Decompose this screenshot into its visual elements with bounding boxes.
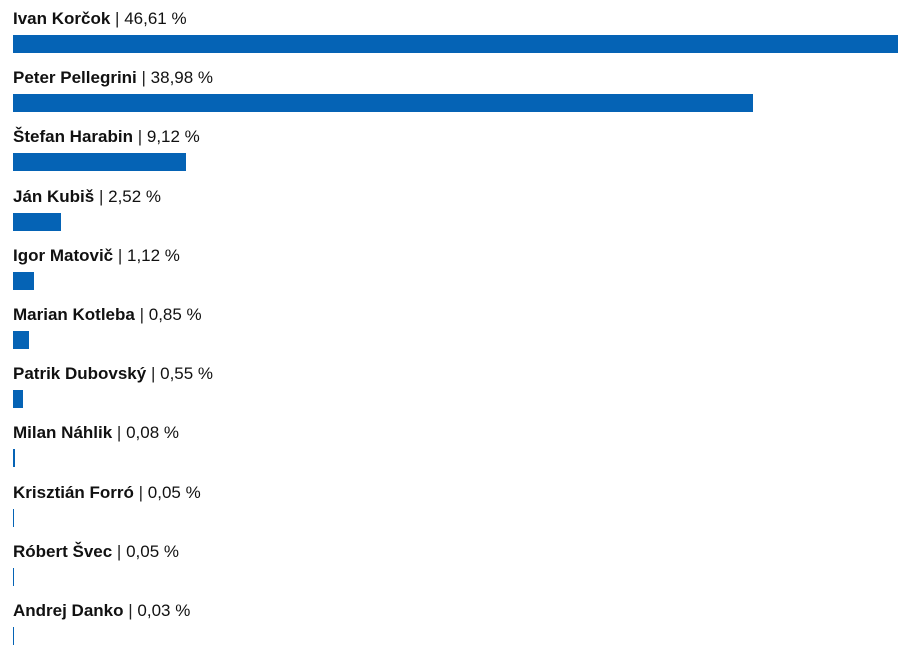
value-label: 2,52 % <box>108 186 162 206</box>
bar-row: Ivan Korčok | 46,61 % <box>13 8 898 67</box>
bar <box>13 626 14 645</box>
bar-chart: Ivan Korčok | 46,61 % Peter Pellegrini | … <box>13 8 898 659</box>
bar-row: Patrik Dubovský | 0,55 % <box>13 363 898 422</box>
bar <box>13 330 30 349</box>
candidate-name: Ján Kubiš <box>13 186 95 206</box>
bar <box>13 212 61 231</box>
bar-label: Milan Náhlik | 0,08 % <box>13 422 898 446</box>
candidate-name: Igor Matovič <box>13 245 114 265</box>
value-label: 1,12 % <box>127 245 180 265</box>
bar-label: Peter Pellegrini | 38,98 % <box>13 67 898 91</box>
candidate-name: Peter Pellegrini <box>13 68 137 88</box>
bar-label: Patrik Dubovský | 0,55 % <box>13 363 898 387</box>
value-label: 38,98 % <box>150 68 214 88</box>
value-label: 0,08 % <box>126 423 179 443</box>
candidate-name: Patrik Dubovský <box>13 364 147 384</box>
candidate-name: Marian Kotleba <box>13 304 135 324</box>
value-label: 0,05 % <box>126 541 180 561</box>
bar-row: Igor Matovič | 1,12 % <box>13 245 898 304</box>
bar <box>13 94 754 113</box>
label-separator: | <box>110 9 125 28</box>
bar <box>13 153 187 172</box>
value-label: 0,55 % <box>160 364 214 384</box>
bar-label: Štefan Harabin | 9,12 % <box>13 126 898 150</box>
label-separator: | <box>94 186 109 206</box>
label-separator: | <box>136 68 151 88</box>
bar-row: Štefan Harabin | 9,12 % <box>13 126 898 185</box>
bar-row: Milan Náhlik | 0,08 % <box>13 422 898 481</box>
bar-row: Peter Pellegrini | 38,98 % <box>13 67 898 126</box>
bar-label: Marian Kotleba | 0,85 % <box>13 304 898 328</box>
bar-row: Róbert Švec | 0,05 % <box>13 541 898 600</box>
label-separator: | <box>112 423 127 443</box>
label-separator: | <box>133 482 148 502</box>
bar-row: Andrej Danko | 0,03 % <box>13 600 898 659</box>
bar-row: Ján Kubiš | 2,52 % <box>13 186 898 245</box>
candidate-name: Andrej Danko <box>13 600 124 620</box>
bar <box>13 390 24 409</box>
bar-label: Igor Matovič | 1,12 % <box>13 245 898 269</box>
bar-label: Krisztián Forró | 0,05 % <box>13 482 898 506</box>
bar <box>13 35 898 53</box>
candidate-name: Milan Náhlik <box>13 423 113 443</box>
bar-label: Róbert Švec | 0,05 % <box>13 541 898 565</box>
bar-label: Ján Kubiš | 2,52 % <box>13 186 898 210</box>
bar <box>13 449 15 468</box>
label-separator: | <box>112 541 127 561</box>
bar <box>13 271 35 290</box>
bar-label: Andrej Danko | 0,03 % <box>13 600 898 624</box>
label-separator: | <box>123 600 138 620</box>
value-label: 0,85 % <box>148 304 202 324</box>
label-separator: | <box>113 245 127 265</box>
label-separator: | <box>146 364 161 384</box>
bar <box>13 508 14 527</box>
bar <box>13 567 14 586</box>
bar-label: Ivan Korčok | 46,61 % <box>13 8 898 32</box>
candidate-name: Krisztián Forró <box>13 482 134 502</box>
label-separator: | <box>132 127 147 147</box>
label-separator: | <box>134 304 149 324</box>
bar-row: Marian Kotleba | 0,85 % <box>13 304 898 363</box>
value-label: 0,05 % <box>147 482 201 502</box>
candidate-name: Štefan Harabin <box>13 127 133 147</box>
value-label: 0,03 % <box>137 600 191 620</box>
candidate-name: Ivan Korčok <box>13 9 111 28</box>
bar-row: Krisztián Forró | 0,05 % <box>13 482 898 541</box>
value-label: 46,61 % <box>124 9 187 28</box>
candidate-name: Róbert Švec <box>13 541 113 561</box>
value-label: 9,12 % <box>146 127 200 147</box>
